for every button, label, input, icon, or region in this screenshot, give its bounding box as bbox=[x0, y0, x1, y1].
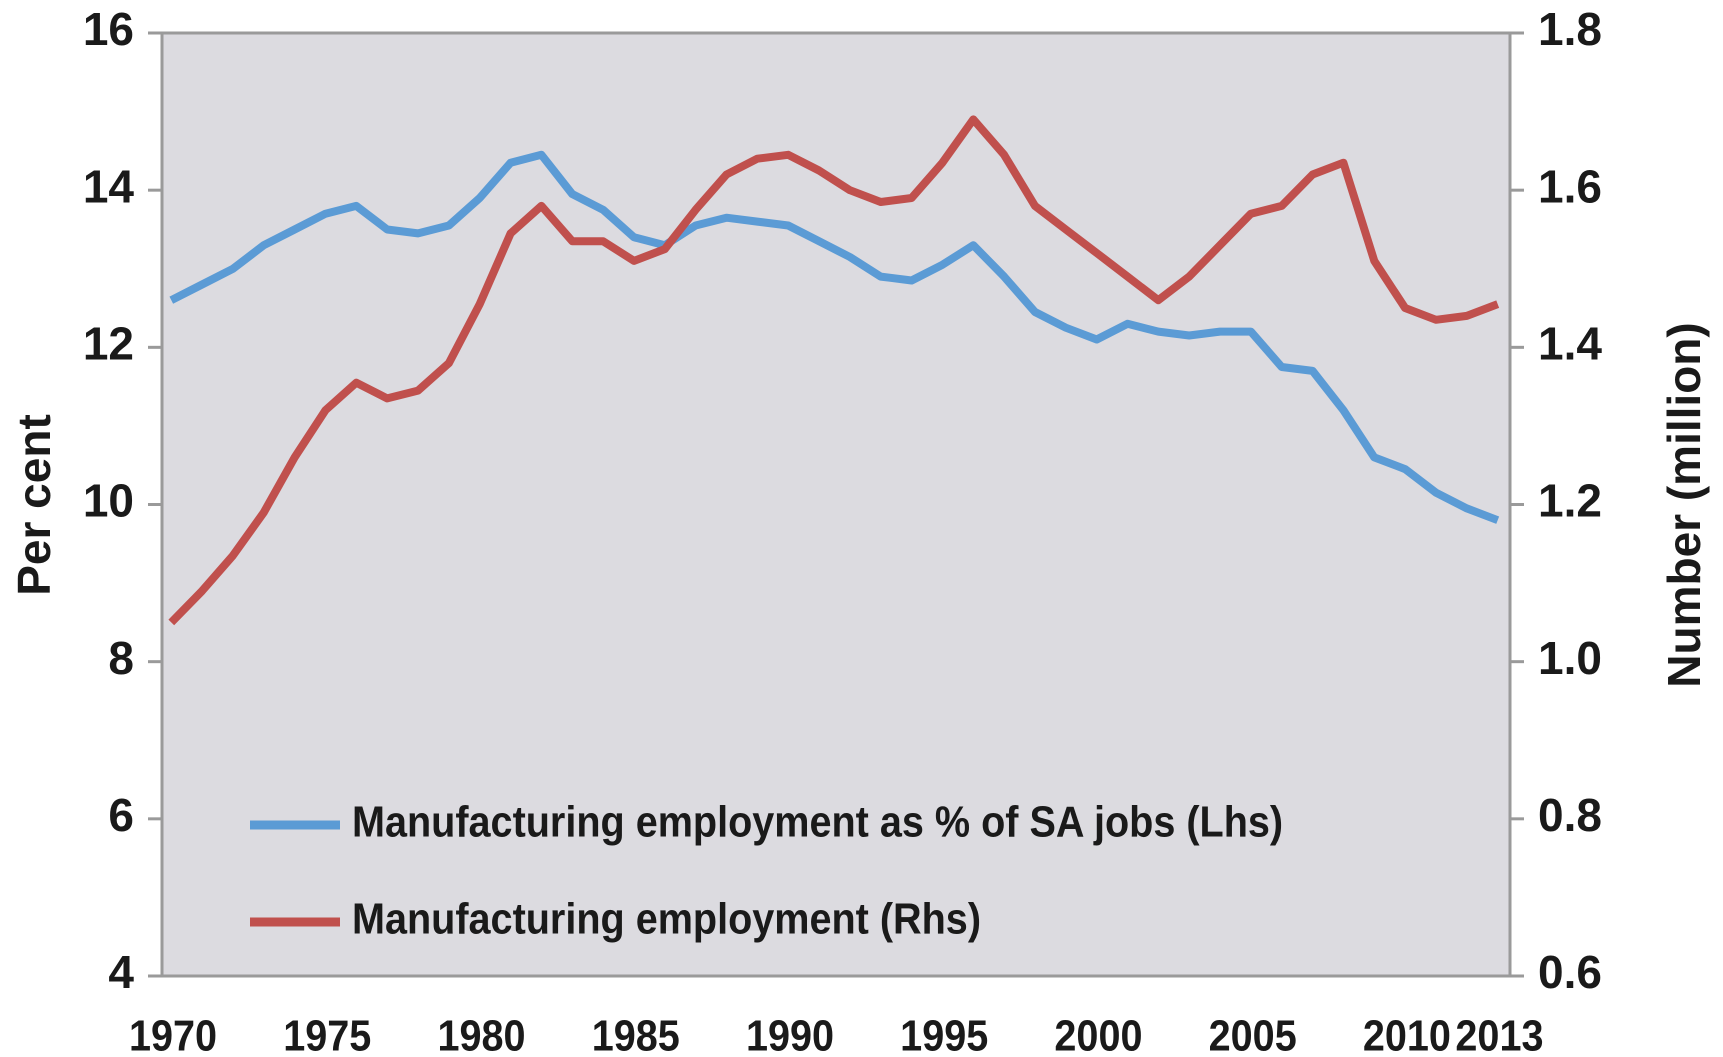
y2-axis-label: Number (million) bbox=[1658, 322, 1710, 687]
y2-tick-label: 0.6 bbox=[1538, 946, 1602, 998]
y-tick-label: 12 bbox=[83, 317, 134, 369]
plot-area bbox=[160, 31, 1512, 978]
x-tick-label: 2005 bbox=[1209, 1011, 1297, 1057]
y2-tick-label: 1.8 bbox=[1538, 3, 1602, 55]
y-tick-label: 10 bbox=[83, 475, 134, 527]
y2-tick-label: 1.0 bbox=[1538, 632, 1602, 684]
legend-label: Manufacturing employment (Rhs) bbox=[352, 894, 981, 943]
y-tick-label: 6 bbox=[108, 789, 134, 841]
series-line bbox=[169, 150, 1500, 524]
series-line bbox=[168, 115, 1500, 626]
legend-label: Manufacturing employment as % of SA jobs… bbox=[352, 797, 1283, 846]
x-tick-label: 2000 bbox=[1054, 1011, 1142, 1057]
y2-tick-label: 0.8 bbox=[1538, 789, 1602, 841]
y-tick-label: 14 bbox=[83, 160, 135, 212]
x-tick-label: 1985 bbox=[592, 1011, 680, 1057]
y-tick-label: 4 bbox=[108, 946, 134, 998]
y2-tick-label: 1.6 bbox=[1538, 160, 1602, 212]
x-tick-label: 1995 bbox=[900, 1011, 988, 1057]
y-tick-label: 8 bbox=[108, 632, 134, 684]
y-axis-label: Per cent bbox=[8, 414, 60, 596]
y-tick-label: 16 bbox=[83, 3, 134, 55]
x-tick-label: 1990 bbox=[746, 1011, 834, 1057]
x-tick-label: 2013 bbox=[1455, 1011, 1543, 1057]
x-tick-label: 1970 bbox=[129, 1011, 217, 1057]
y2-tick-label: 1.4 bbox=[1538, 317, 1602, 369]
x-tick-label: 2010 bbox=[1363, 1011, 1451, 1057]
x-tick-label: 1975 bbox=[283, 1011, 371, 1057]
x-tick-label: 1980 bbox=[437, 1011, 525, 1057]
y2-tick-label: 1.2 bbox=[1538, 475, 1602, 527]
